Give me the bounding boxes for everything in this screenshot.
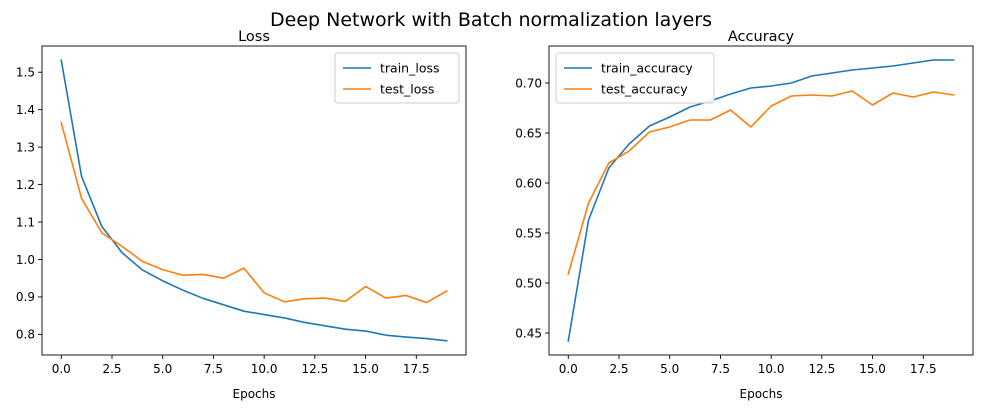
loss-x-axis-label: Epochs — [233, 387, 276, 401]
loss-y-tick-label: 1.2 — [16, 178, 35, 192]
accuracy-x-tick-label: 7.5 — [711, 362, 730, 376]
loss-legend-box — [334, 52, 460, 104]
accuracy-chart-title: Accuracy — [728, 29, 795, 45]
loss-legend-label-test-loss: test_loss — [380, 82, 434, 97]
loss-chart-title: Loss — [238, 29, 270, 45]
accuracy-y-tick-label: 0.45 — [515, 326, 542, 340]
loss-x-tick-label: 17.5 — [403, 362, 430, 376]
accuracy-y-tick-label: 0.55 — [515, 226, 542, 240]
loss-x-tick-label: 5.0 — [153, 362, 172, 376]
accuracy-series-test-accuracy-line — [567, 90, 955, 275]
accuracy-legend-label-test-accuracy: test_accuracy — [601, 82, 688, 97]
loss-x-tick-label: 10.0 — [251, 362, 278, 376]
accuracy-series-train-accuracy-line — [567, 59, 955, 342]
loss-axes-frame — [41, 45, 467, 356]
accuracy-chart: 0.0 2.5 5.0 7.5 10.0 12.5 15.0 17.5 0.45 0.50 0.55… — [515, 29, 974, 401]
accuracy-x-tick-label: 0.0 — [559, 362, 578, 376]
accuracy-x-tick-label: 2.5 — [609, 362, 628, 376]
accuracy-x-tick-label: 10.0 — [758, 362, 785, 376]
loss-y-tick-label: 1.3 — [16, 140, 35, 154]
loss-x-tick-label: 7.5 — [204, 362, 223, 376]
loss-y-tick-label: 1.4 — [16, 103, 35, 117]
loss-y-tick-label: 0.9 — [16, 290, 35, 304]
accuracy-y-tick-label: 0.65 — [515, 126, 542, 140]
accuracy-y-tick-label: 0.70 — [515, 76, 542, 90]
figure-title: Deep Network with Batch normalization la… — [270, 9, 712, 31]
accuracy-y-tick-label: 0.60 — [515, 176, 542, 190]
accuracy-x-tick-label: 17.5 — [910, 362, 937, 376]
accuracy-x-tick-label: 5.0 — [660, 362, 679, 376]
loss-x-tick-label: 0.0 — [52, 362, 71, 376]
loss-series-test-loss-line — [60, 121, 448, 304]
accuracy-legend: train_accuracy test_accuracy — [555, 52, 715, 104]
loss-x-tick-label: 12.5 — [302, 362, 329, 376]
accuracy-axes-frame — [548, 45, 974, 356]
loss-chart: 0.0 2.5 5.0 7.5 10.0 12.5 15.0 17.5 0.8 0.9 1.0 1.1… — [16, 29, 467, 401]
accuracy-legend-box — [555, 52, 715, 104]
loss-y-tick-label: 1.5 — [16, 66, 35, 80]
accuracy-x-tick-label: 12.5 — [809, 362, 836, 376]
loss-x-tick-label: 2.5 — [102, 362, 121, 376]
accuracy-x-axis-label: Epochs — [740, 387, 783, 401]
loss-y-tick-label: 1.0 — [16, 253, 35, 267]
loss-y-tick-label: 0.8 — [16, 328, 35, 342]
accuracy-y-tick-label: 0.50 — [515, 276, 542, 290]
loss-legend-label-train-loss: train_loss — [380, 61, 440, 76]
accuracy-legend-label-train-accuracy: train_accuracy — [601, 61, 693, 76]
loss-legend: train_loss test_loss — [334, 52, 460, 104]
loss-x-tick-label: 15.0 — [352, 362, 379, 376]
accuracy-x-tick-label: 15.0 — [859, 362, 886, 376]
loss-y-tick-label: 1.1 — [16, 215, 35, 229]
loss-series-train-loss-line — [60, 59, 448, 342]
